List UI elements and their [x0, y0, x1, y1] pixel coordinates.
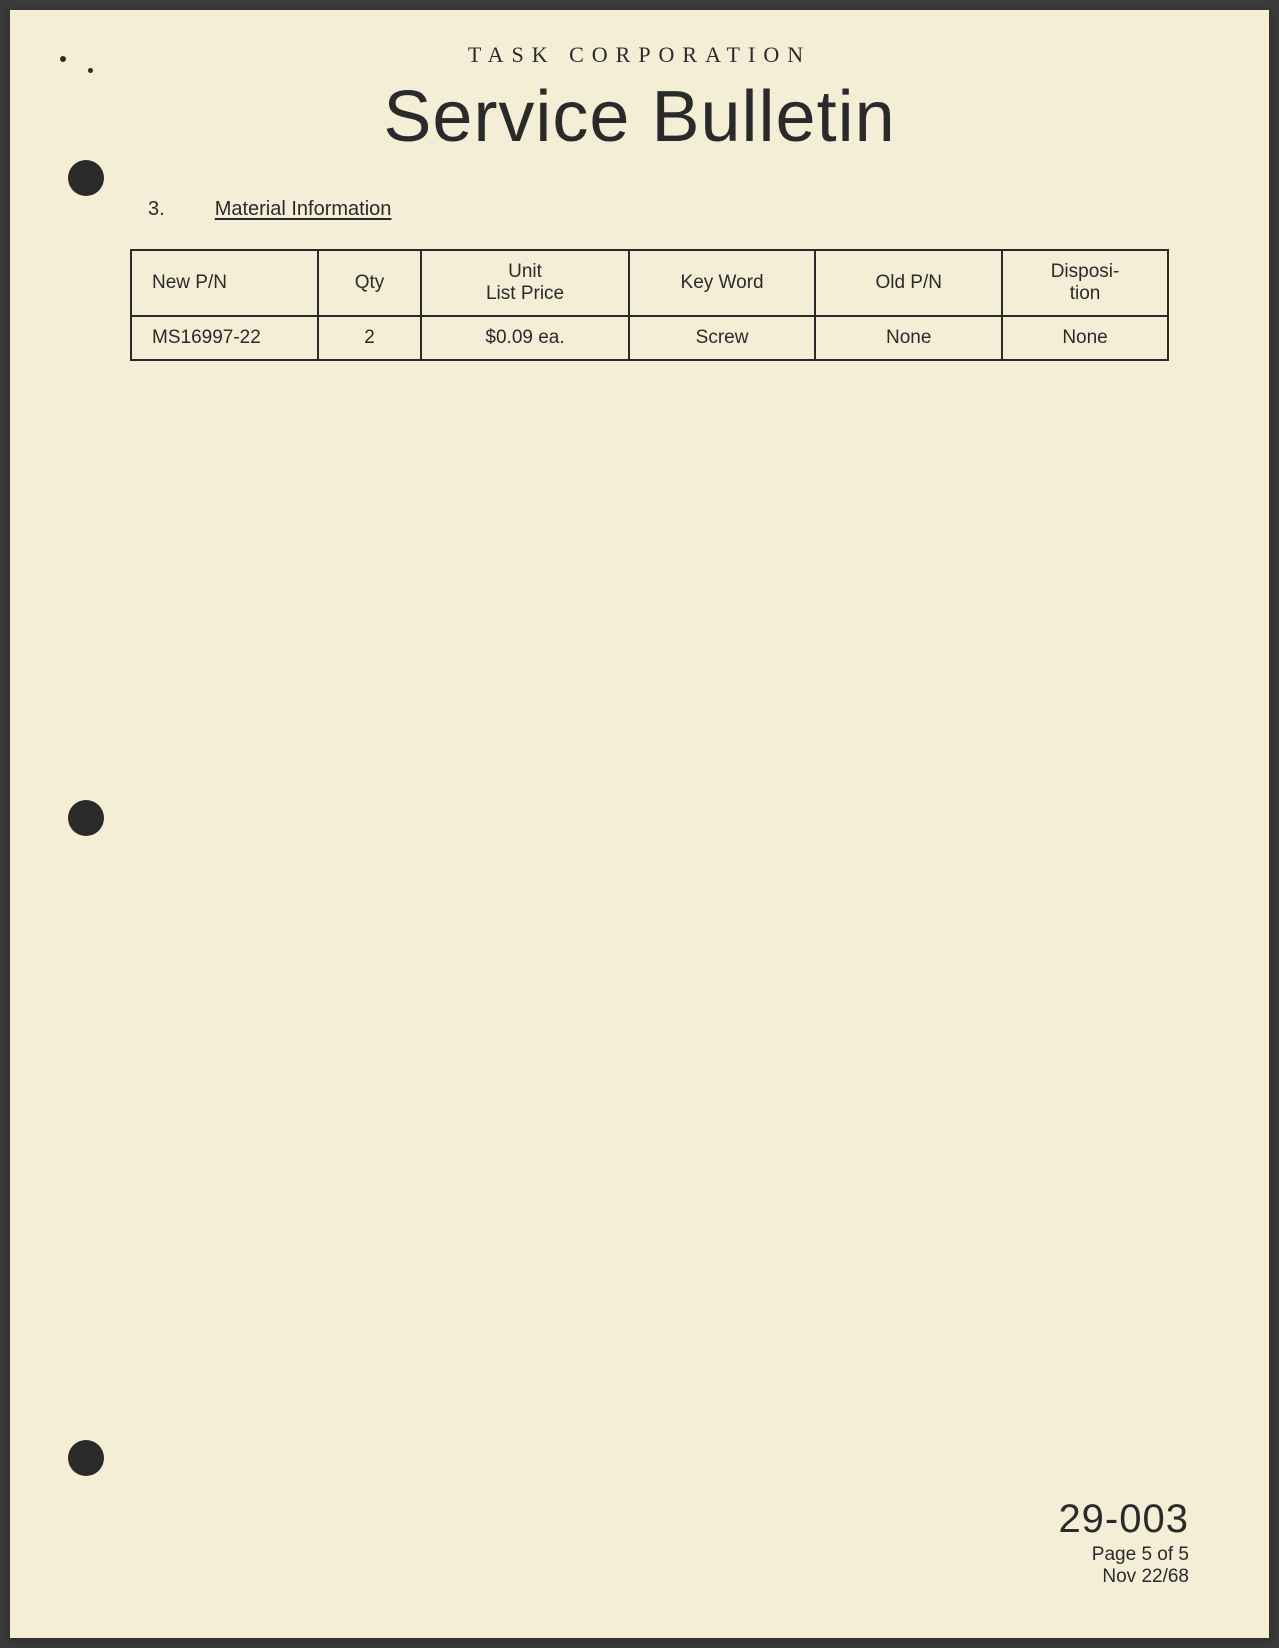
content-area: 3. Material Information New P/N Qty Unit…: [10, 158, 1269, 361]
page-number-info: Page 5 of 5: [1058, 1544, 1189, 1566]
column-header-keyword: Key Word: [629, 250, 816, 316]
document-number: 29-003: [1058, 1497, 1189, 1542]
column-header-disposition: Disposi- tion: [1002, 250, 1168, 316]
section-header: 3. Material Information: [148, 198, 1169, 221]
page-footer: 29-003 Page 5 of 5 Nov 22/68: [1058, 1497, 1189, 1588]
document-page: TASK CORPORATION Service Bulletin 3. Mat…: [10, 10, 1269, 1638]
table-header-row: New P/N Qty Unit List Price Key Word Old…: [131, 250, 1168, 316]
section-number: 3.: [148, 198, 165, 221]
cell-disposition: None: [1002, 316, 1168, 360]
cell-old-pn: None: [815, 316, 1002, 360]
cell-new-pn: MS16997-22: [131, 316, 318, 360]
cell-price: $0.09 ea.: [421, 316, 628, 360]
cell-qty: 2: [318, 316, 422, 360]
section-title: Material Information: [215, 198, 392, 221]
hole-punch-mark: [68, 160, 104, 196]
hole-punch-mark: [68, 1440, 104, 1476]
table-row: MS16997-22 2 $0.09 ea. Screw None None: [131, 316, 1168, 360]
hole-punch-mark: [68, 800, 104, 836]
material-information-table: New P/N Qty Unit List Price Key Word Old…: [130, 249, 1169, 361]
document-date: Nov 22/68: [1058, 1566, 1189, 1588]
company-name: TASK CORPORATION: [10, 10, 1269, 68]
cell-keyword: Screw: [629, 316, 816, 360]
column-header-unit-price: Unit List Price: [421, 250, 628, 316]
paper-speck: [60, 56, 66, 62]
paper-speck: [88, 68, 93, 73]
bulletin-title: Service Bulletin: [10, 76, 1269, 158]
column-header-old-pn: Old P/N: [815, 250, 1002, 316]
column-header-new-pn: New P/N: [131, 250, 318, 316]
column-header-qty: Qty: [318, 250, 422, 316]
